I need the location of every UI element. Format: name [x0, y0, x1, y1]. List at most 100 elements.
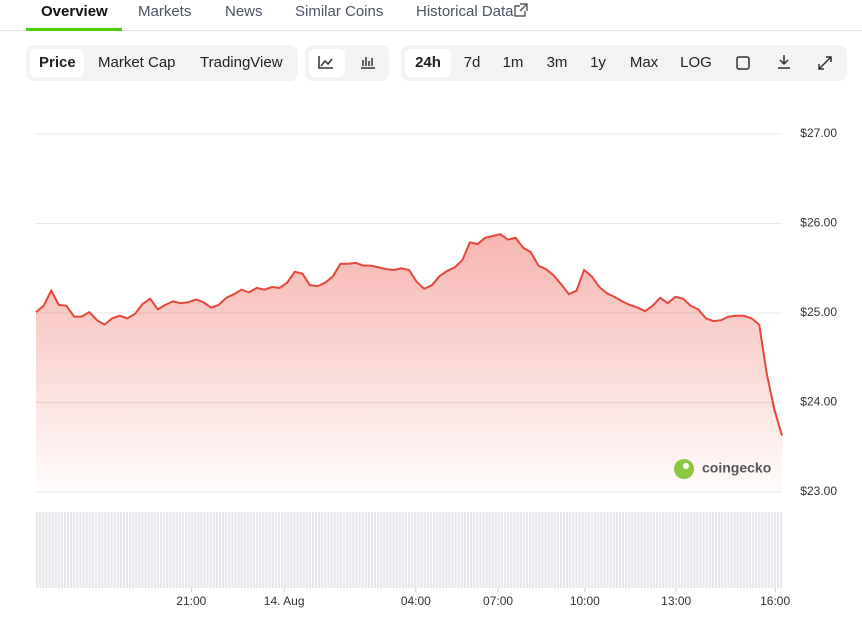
download-icon[interactable] [778, 55, 790, 69]
volume-bar [160, 512, 163, 588]
volume-bar [73, 512, 76, 588]
calendar-icon[interactable] [736, 56, 750, 70]
volume-bar [528, 512, 532, 588]
volume-bar [82, 512, 85, 588]
x-tick-label: 07:00 [483, 594, 513, 608]
nav-tab[interactable]: Historical Data [416, 3, 514, 20]
volume-bar [138, 512, 141, 588]
volume-bar [367, 512, 370, 588]
volume-bar [197, 512, 200, 588]
nav-tab[interactable]: Markets [138, 3, 191, 20]
volume-bar [668, 512, 671, 588]
volume-bar [141, 512, 144, 588]
x-tick-label: 13:00 [661, 594, 691, 608]
volume-bar [575, 512, 578, 588]
volume-bar [63, 512, 67, 588]
volume-bar [408, 512, 411, 588]
volume-bar [383, 512, 386, 588]
volume-bar [742, 512, 745, 588]
volume-bar [144, 512, 147, 588]
volume-bar [237, 512, 240, 588]
volume-bar [318, 512, 321, 588]
volume-bar [290, 512, 293, 588]
volume-bar [566, 512, 569, 588]
volume-bar [166, 512, 169, 588]
fullscreen-icon[interactable] [818, 56, 832, 70]
range-group [401, 45, 847, 81]
volume-bar [494, 512, 497, 588]
volume-bar [652, 512, 656, 588]
volume-bar [79, 512, 82, 588]
range-button[interactable]: Max [630, 54, 659, 71]
nav-tab[interactable]: News [225, 3, 263, 20]
volume-bar [163, 512, 166, 588]
volume-bar [296, 512, 299, 588]
nav-tab[interactable]: Similar Coins [295, 3, 383, 20]
volume-bar [277, 512, 280, 588]
volume-bar [287, 512, 290, 588]
volume-bar [439, 512, 442, 588]
volume-bar [330, 512, 333, 588]
y-tick-label: $24.00 [800, 395, 837, 409]
volume-bar [643, 512, 646, 588]
nav-tab[interactable]: Overview [41, 3, 108, 20]
volume-bar [451, 512, 454, 588]
volume-bar [352, 512, 355, 588]
range-button[interactable]: 1y [590, 54, 606, 71]
volume-bar [637, 512, 640, 588]
view-button[interactable]: Market Cap [98, 54, 176, 71]
external-link-icon [514, 3, 528, 17]
view-button[interactable]: TradingView [200, 54, 283, 71]
volume-bar [454, 512, 457, 588]
volume-bar [98, 512, 101, 588]
range-button[interactable]: 7d [464, 54, 481, 71]
volume-bar [268, 512, 271, 588]
volume-bar [761, 512, 764, 588]
volume-bar [519, 512, 522, 588]
candle-chart-icon[interactable] [361, 57, 375, 69]
volume-bar [677, 512, 680, 588]
volume-bar [209, 512, 212, 588]
volume-bar [445, 512, 448, 588]
line-chart-icon[interactable] [318, 56, 333, 69]
volume-bar [460, 512, 463, 588]
volume-bar [538, 512, 541, 588]
volume-bar [550, 512, 553, 588]
range-button[interactable]: 1m [503, 54, 524, 71]
volume-bar [411, 512, 414, 588]
volume-bar [104, 512, 107, 588]
volume-bar [656, 512, 659, 588]
volume-bar [116, 512, 119, 588]
volume-bar [153, 512, 156, 588]
volume-bar [293, 512, 296, 588]
volume-bar [60, 512, 63, 588]
range-button[interactable]: LOG [680, 54, 712, 71]
volume-bar [395, 512, 398, 588]
range-button[interactable]: 3m [547, 54, 568, 71]
volume-bar [631, 512, 634, 588]
volume-bar [497, 512, 501, 588]
volume-bar [169, 512, 172, 588]
volume-bar [389, 512, 392, 588]
volume-bar [435, 512, 439, 588]
volume-bar [429, 512, 432, 588]
volume-bar [733, 512, 736, 588]
volume-bar [767, 512, 770, 588]
volume-bar [687, 512, 690, 588]
volume-bar [194, 512, 197, 588]
volume-bar [776, 512, 780, 588]
volume-bar [522, 512, 525, 588]
volume-bar [358, 512, 361, 588]
range-button[interactable]: 24h [415, 54, 441, 71]
volume-bar [336, 512, 339, 588]
volume-bar [587, 512, 590, 588]
volume-bar [299, 512, 302, 588]
logo-eye [683, 463, 689, 469]
volume-bar [54, 512, 57, 588]
volume-bar [724, 512, 727, 588]
view-button[interactable]: Price [39, 54, 76, 71]
volume-bar [730, 512, 733, 588]
volume-bar [463, 512, 466, 588]
volume-bar [625, 512, 628, 588]
volume-bar [621, 512, 625, 588]
